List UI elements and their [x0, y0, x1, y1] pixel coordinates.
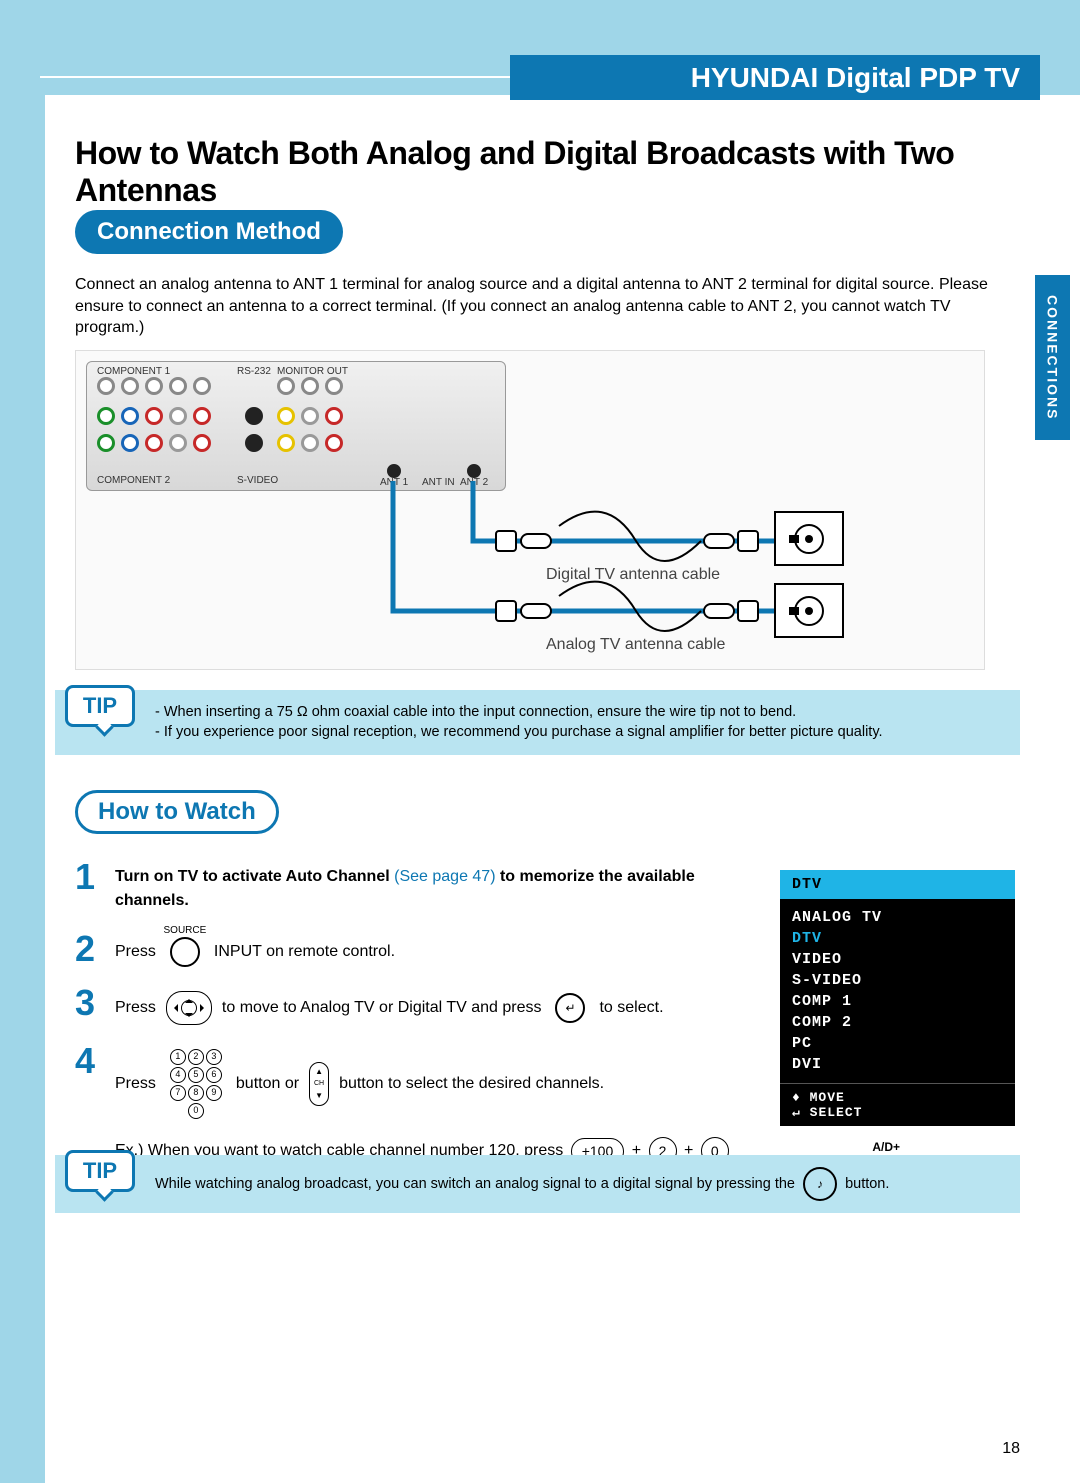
- osd-move: MOVE: [810, 1090, 845, 1105]
- osd-item-dtv: DTV: [792, 928, 1003, 949]
- tip1-line1: - When inserting a 75 Ω ohm coaxial cabl…: [155, 702, 1000, 722]
- osd-title: DTV: [780, 870, 1015, 899]
- step3-a: Press: [115, 996, 156, 1020]
- cable-lines: [76, 351, 986, 671]
- tip2-a: While watching analog broadcast, you can…: [155, 1176, 795, 1192]
- osd-item-dvi: DVI: [792, 1054, 1003, 1075]
- watch-heading: How to Watch: [75, 790, 279, 834]
- osd-item-analog: ANALOG TV: [792, 907, 1003, 928]
- step-num-2: 2: [75, 931, 115, 967]
- step-num-1: 1: [75, 859, 115, 895]
- header-bar: HYUNDAI Digital PDP TV: [510, 55, 1040, 100]
- channel-updown-icon: CH: [309, 1062, 329, 1106]
- osd-item-video: VIDEO: [792, 949, 1003, 970]
- osd-footer: ♦ MOVE ↵ SELECT: [780, 1083, 1015, 1126]
- header-rule: [40, 76, 510, 78]
- osd-body: ANALOG TV DTV VIDEO S-VIDEO COMP 1 COMP …: [780, 899, 1015, 1083]
- osd-menu: DTV ANALOG TV DTV VIDEO S-VIDEO COMP 1 C…: [780, 870, 1015, 1126]
- step2-b: INPUT on remote control.: [214, 940, 395, 964]
- ad-plus-label: A/D+: [872, 1140, 900, 1154]
- tip-badge-2: TIP: [65, 1150, 135, 1192]
- osd-item-comp2: COMP 2: [792, 1012, 1003, 1033]
- wall-connector-analog: [774, 583, 844, 638]
- ad-button-icon: ♪: [803, 1167, 837, 1201]
- step3-b: to move to Analog TV or Digital TV and p…: [222, 996, 542, 1020]
- step4-b: button or: [236, 1072, 299, 1096]
- connection-diagram: COMPONENT 1 MONITOR OUT RS-232: [75, 350, 985, 670]
- section-connection: Connection Method Connect an analog ante…: [75, 210, 1020, 339]
- page-number: 18: [1002, 1440, 1020, 1458]
- wall-connector-digital: [774, 511, 844, 566]
- step4-a: Press: [115, 1072, 156, 1096]
- analog-cable-label: Analog TV antenna cable: [546, 636, 725, 654]
- brand-title: HYUNDAI Digital PDP TV: [691, 62, 1020, 94]
- tip-badge-1: TIP: [65, 685, 135, 727]
- osd-item-svideo: S-VIDEO: [792, 970, 1003, 991]
- step-num-4: 4: [75, 1043, 115, 1079]
- step1-a: Turn on TV to activate Auto Channel: [115, 868, 394, 885]
- enter-button-icon: ↵: [555, 993, 585, 1023]
- source-button-icon: [170, 937, 200, 967]
- tip-box-2: TIP While watching analog broadcast, you…: [55, 1155, 1020, 1213]
- osd-select: SELECT: [810, 1105, 863, 1120]
- osd-item-comp1: COMP 1: [792, 991, 1003, 1012]
- left-stripe: [0, 95, 45, 1483]
- numpad-icon: 123 456 789 0: [170, 1049, 222, 1119]
- digital-cable-label: Digital TV antenna cable: [546, 566, 720, 584]
- page-title: How to Watch Both Analog and Digital Bro…: [75, 135, 1020, 209]
- side-tab-connections: CONNECTIONS: [1035, 275, 1070, 440]
- source-label: SOURCE: [160, 923, 210, 938]
- tip-box-1: TIP - When inserting a 75 Ω ohm coaxial …: [55, 690, 1020, 755]
- connection-body: Connect an analog antenna to ANT 1 termi…: [75, 274, 1020, 339]
- osd-item-pc: PC: [792, 1033, 1003, 1054]
- step4-c: button to select the desired channels.: [339, 1072, 604, 1096]
- dpad-icon: [166, 991, 212, 1025]
- tip2-b: button.: [845, 1176, 889, 1192]
- tip1-line2: - If you experience poor signal receptio…: [155, 722, 1000, 742]
- step1-link: (See page 47): [394, 868, 495, 885]
- step3-c: to select.: [599, 996, 663, 1020]
- step2-a: Press: [115, 940, 156, 964]
- connection-heading: Connection Method: [75, 210, 343, 254]
- step-num-3: 3: [75, 985, 115, 1021]
